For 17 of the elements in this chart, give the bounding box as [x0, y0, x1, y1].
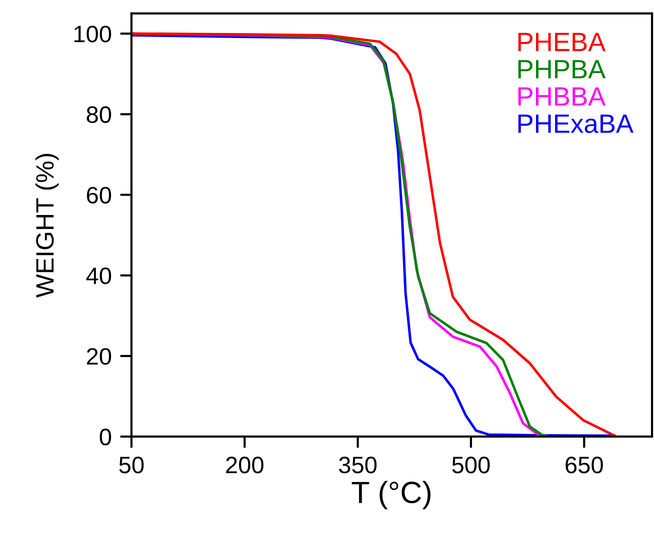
x-tick-label: 650	[566, 456, 603, 474]
text: PHEBA	[518, 32, 606, 52]
x-axis-title: T (°C)	[352, 480, 430, 510]
x-tick-label: 350	[339, 456, 377, 474]
y-tick-label: 20	[86, 348, 112, 365]
text: PHPBA	[518, 60, 606, 78]
text: PHBBA	[518, 87, 606, 106]
x-tick-label: 50	[119, 456, 144, 474]
x-tick-label: 500	[452, 456, 490, 474]
y-tick-label: 100	[74, 26, 112, 42]
y-tick-label: 60	[86, 186, 112, 204]
y-tick-label: 80	[86, 106, 112, 124]
y-axis-title: WEIGHT (%)	[35, 154, 59, 298]
text: PHExaBA	[518, 114, 634, 134]
y-tick-label: 40	[86, 267, 112, 284]
x-tick-label: 200	[226, 456, 264, 474]
y-tick-label: 0	[100, 428, 112, 446]
